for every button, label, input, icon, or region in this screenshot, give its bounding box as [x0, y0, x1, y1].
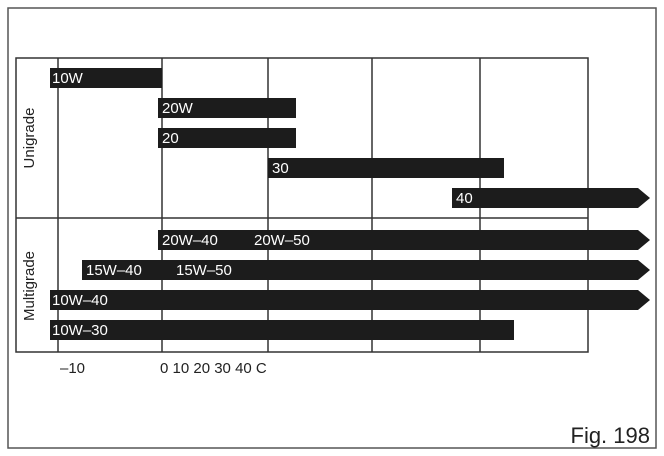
bar-label: 20W–40 [162, 232, 218, 249]
bar-label: 10W [52, 70, 84, 87]
bar-label: 10W–40 [52, 292, 108, 309]
bar-label: 15W–50 [176, 262, 232, 279]
bar [158, 98, 296, 118]
frame [7, 7, 657, 449]
axis-label: –10 [60, 360, 85, 377]
bar [158, 128, 296, 148]
bar-label: 30 [272, 160, 289, 177]
bar-arrow [82, 260, 650, 280]
bar-label: 20W [162, 100, 194, 117]
bar-arrow [158, 230, 650, 250]
bar-label: 20W–50 [254, 232, 310, 249]
bar [50, 68, 162, 88]
bar [50, 320, 514, 340]
axis-label: 0 10 20 30 40 C [160, 360, 267, 377]
bar-label: 15W–40 [86, 262, 142, 279]
bar-label: 40 [456, 190, 473, 207]
bar-label: 10W–30 [52, 322, 108, 339]
figure-label: Fig. 198 [571, 423, 651, 448]
bar-arrow [452, 188, 650, 208]
bar-label: 20 [162, 130, 179, 147]
bars: 10W 20W 20 30 40 20W–40 20W–50 15W–40 15… [50, 68, 650, 340]
bar [268, 158, 504, 178]
section-label: Multigrade [21, 251, 38, 321]
bar-arrow [50, 290, 650, 310]
section-label: Unigrade [21, 108, 38, 169]
